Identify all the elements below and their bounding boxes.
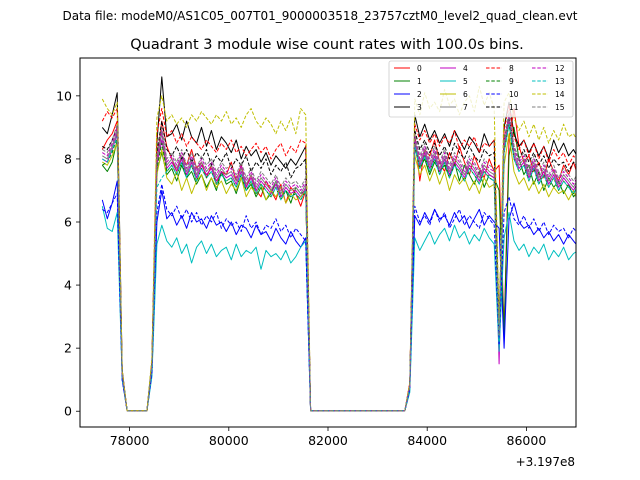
legend-label-3: 3	[417, 103, 422, 112]
y-tick-label: 8	[64, 151, 72, 166]
legend-box	[388, 60, 574, 118]
legend-label-5: 5	[463, 77, 468, 86]
x-offset-label: +3.197e8	[516, 455, 575, 469]
x-tick-label: 80000	[209, 433, 249, 448]
y-tick-label: 2	[64, 341, 72, 356]
legend-label-10: 10	[509, 90, 519, 99]
legend-label-15: 15	[555, 103, 565, 112]
y-axis: 0 2 4 6 8 10	[56, 88, 80, 419]
chart-title: Quadrant 3 module wise count rates with …	[130, 37, 524, 53]
series-line-15	[102, 111, 576, 412]
legend-label-8: 8	[509, 64, 514, 73]
x-axis: 78000 80000 82000 84000 86000	[110, 427, 547, 448]
series-line-13	[102, 123, 576, 412]
legend-label-12: 12	[555, 64, 565, 73]
series-line-9	[102, 123, 576, 412]
legend-label-0: 0	[417, 64, 422, 73]
x-tick-label: 84000	[407, 433, 447, 448]
x-tick-label: 86000	[507, 433, 547, 448]
y-tick-label: 4	[64, 278, 72, 293]
series-lines	[101, 76, 576, 412]
legend-label-11: 11	[509, 103, 519, 112]
legend-label-6: 6	[463, 90, 468, 99]
series-line-14	[101, 85, 576, 412]
figure-suptitle: Data file: modeM0/AS1C05_007T01_90000035…	[62, 9, 577, 23]
x-tick-label: 82000	[308, 433, 348, 448]
x-tick-label: 78000	[110, 433, 150, 448]
legend-label-4: 4	[463, 64, 468, 73]
legend-label-1: 1	[417, 77, 422, 86]
legend-label-2: 2	[417, 90, 422, 99]
legend-label-13: 13	[555, 77, 565, 86]
legend-label-14: 14	[555, 90, 565, 99]
y-tick-label: 0	[64, 404, 72, 419]
legend-label-9: 9	[509, 77, 514, 86]
y-tick-label: 6	[64, 215, 72, 230]
legend-label-7: 7	[463, 103, 468, 112]
y-tick-label: 10	[56, 88, 72, 103]
